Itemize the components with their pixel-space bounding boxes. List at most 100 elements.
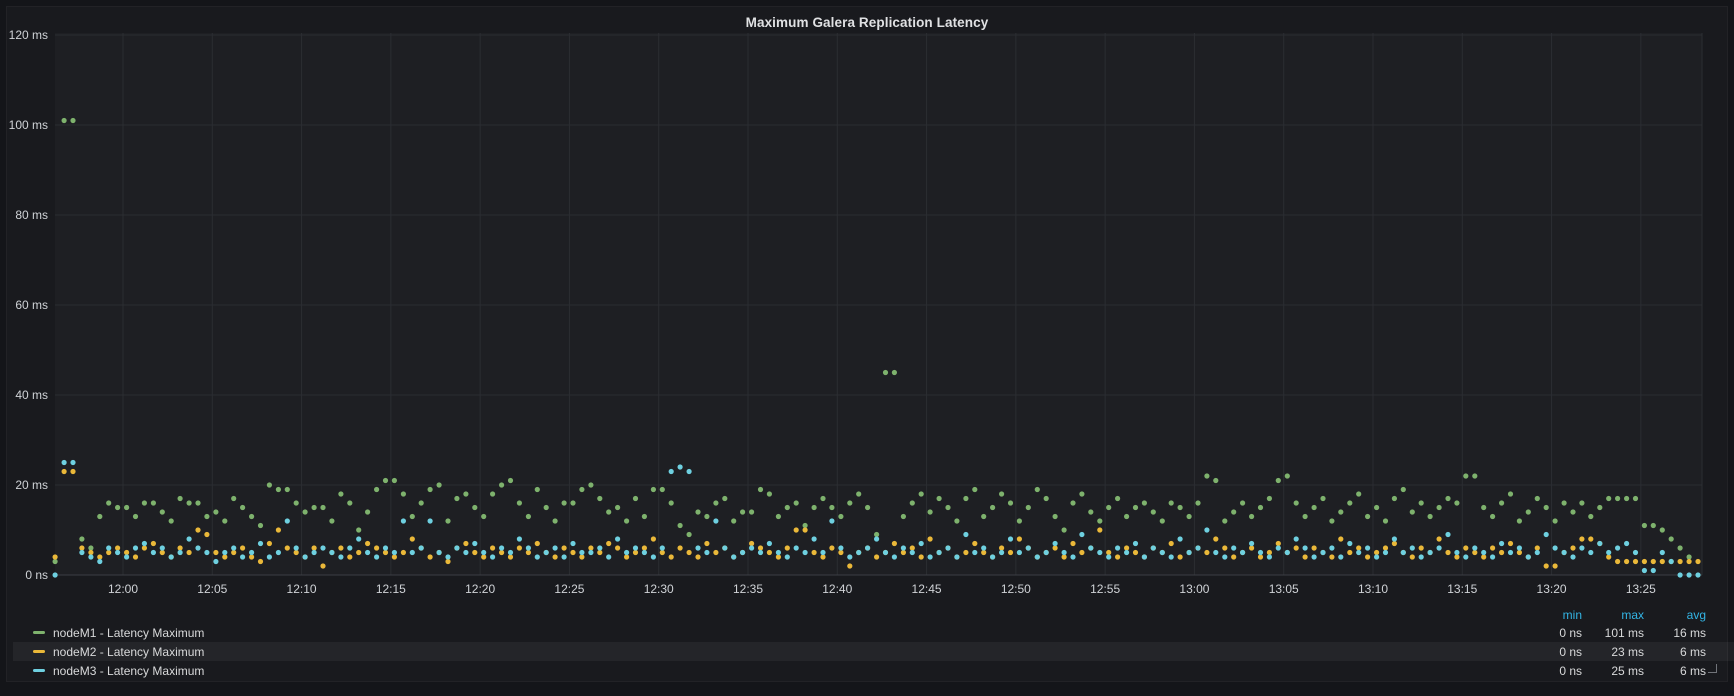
- legend-header-min[interactable]: min: [1562, 608, 1582, 622]
- x-tick-label: 13:10: [1358, 582, 1388, 596]
- legend-row-nodeM2[interactable]: nodeM2 - Latency Maximum 0 ns 23 ms 6 ms: [13, 642, 1734, 661]
- data-point-nodeM1: [766, 491, 773, 497]
- legend-header-max[interactable]: max: [1621, 608, 1644, 622]
- stat-max-nodeM3: 25 ms: [1611, 663, 1644, 678]
- data-point-nodeM3: [606, 554, 612, 560]
- data-point-nodeM3: [61, 459, 67, 466]
- data-point-nodeM3: [945, 545, 951, 551]
- data-point-nodeM2: [97, 554, 103, 560]
- data-point-nodeM1: [1356, 491, 1362, 497]
- data-point-nodeM1: [1249, 513, 1255, 520]
- data-point-nodeM3: [1016, 549, 1023, 556]
- data-point-nodeM2: [847, 563, 853, 569]
- data-point-nodeM2: [641, 545, 648, 551]
- x-tick-label: 12:55: [1090, 582, 1120, 596]
- data-point-nodeM1: [972, 486, 978, 493]
- data-point-nodeM3: [1115, 545, 1121, 551]
- legend-item-nodeM2[interactable]: nodeM2 - Latency Maximum: [33, 645, 1520, 659]
- data-point-nodeM3: [463, 549, 469, 556]
- data-point-nodeM2: [963, 549, 969, 556]
- data-point-nodeM1: [1070, 500, 1076, 506]
- data-point-nodeM3: [1400, 549, 1406, 556]
- data-point-nodeM3: [1034, 554, 1040, 560]
- data-point-nodeM3: [1365, 545, 1371, 551]
- data-point-nodeM2: [1007, 549, 1014, 556]
- data-point-nodeM3: [632, 545, 639, 551]
- data-point-nodeM3: [257, 540, 264, 547]
- series-label-nodeM3[interactable]: nodeM3 - Latency Maximum: [53, 663, 205, 678]
- data-point-nodeM1: [177, 495, 183, 502]
- data-point-nodeM1: [1097, 518, 1103, 524]
- data-point-nodeM1: [222, 518, 228, 524]
- data-point-nodeM3: [1132, 540, 1139, 547]
- data-point-nodeM3: [1186, 549, 1192, 556]
- data-point-nodeM3: [1481, 549, 1487, 556]
- data-point-nodeM3: [882, 549, 889, 556]
- panel-resize-handle[interactable]: [1708, 664, 1717, 673]
- data-point-nodeM3: [400, 518, 406, 524]
- series-label-nodeM2[interactable]: nodeM2 - Latency Maximum: [53, 644, 205, 659]
- legend-item-nodeM1[interactable]: nodeM1 - Latency Maximum: [33, 626, 1520, 640]
- data-point-nodeM1: [597, 495, 603, 502]
- data-point-nodeM1: [1231, 509, 1237, 515]
- data-point-nodeM3: [900, 545, 907, 551]
- data-point-nodeM1: [695, 509, 701, 515]
- data-point-nodeM1: [445, 518, 451, 524]
- series-label-nodeM1[interactable]: nodeM1 - Latency Maximum: [53, 625, 205, 640]
- data-point-nodeM1: [1436, 504, 1442, 511]
- data-point-nodeM1: [1124, 513, 1130, 520]
- data-point-nodeM3: [543, 549, 549, 556]
- x-tick-label: 13:15: [1447, 582, 1477, 596]
- data-point-nodeM2: [1534, 545, 1540, 551]
- data-point-nodeM1: [606, 509, 612, 515]
- data-point-nodeM3: [695, 545, 701, 551]
- data-point-nodeM2: [1016, 536, 1023, 542]
- data-point-nodeM2: [891, 540, 898, 547]
- data-point-nodeM3: [507, 549, 514, 556]
- data-point-nodeM1: [1204, 473, 1210, 479]
- data-point-nodeM2: [1365, 554, 1371, 560]
- data-point-nodeM2: [579, 554, 585, 560]
- data-point-nodeM3: [222, 549, 228, 556]
- data-point-nodeM1: [1391, 495, 1397, 502]
- data-point-nodeM1: [293, 500, 299, 506]
- legend-row-nodeM1[interactable]: nodeM1 - Latency Maximum 0 ns 101 ms 16 …: [13, 623, 1734, 642]
- data-point-nodeM1: [1052, 513, 1058, 520]
- x-tick-label: 13:25: [1626, 582, 1656, 596]
- data-point-nodeM1: [61, 117, 67, 124]
- data-point-nodeM1: [1132, 504, 1139, 511]
- legend-header-avg[interactable]: avg: [1686, 608, 1706, 622]
- data-point-nodeM1: [240, 504, 246, 511]
- data-point-nodeM2: [918, 554, 924, 560]
- legend-row-nodeM3[interactable]: nodeM3 - Latency Maximum 0 ns 25 ms 6 ms: [13, 661, 1734, 680]
- data-point-nodeM2: [1490, 545, 1496, 551]
- data-point-nodeM3: [999, 549, 1005, 556]
- data-point-nodeM1: [1025, 504, 1031, 511]
- data-point-nodeM2: [1115, 554, 1121, 560]
- data-point-nodeM2: [409, 536, 415, 542]
- data-point-nodeM3: [472, 540, 478, 547]
- data-point-nodeM1: [945, 504, 951, 511]
- data-point-nodeM1: [409, 513, 415, 520]
- data-point-nodeM1: [847, 500, 853, 506]
- data-point-nodeM2: [1463, 545, 1469, 551]
- data-point-nodeM2: [1079, 549, 1085, 556]
- data-point-nodeM2: [1132, 549, 1139, 556]
- data-point-nodeM2: [900, 549, 907, 556]
- data-point-nodeM3: [668, 468, 674, 475]
- data-point-nodeM3: [1088, 545, 1094, 551]
- stat-max-nodeM2: 23 ms: [1611, 644, 1644, 659]
- data-point-nodeM2: [1507, 540, 1514, 547]
- data-point-nodeM2: [124, 549, 130, 556]
- data-point-nodeM1: [257, 522, 264, 529]
- legend-item-nodeM3[interactable]: nodeM3 - Latency Maximum: [33, 664, 1520, 678]
- data-point-nodeM3: [1052, 540, 1058, 547]
- data-point-nodeM1: [1186, 513, 1192, 520]
- data-point-nodeM1: [472, 504, 478, 511]
- data-point-nodeM2: [1659, 558, 1665, 565]
- data-point-nodeM1: [1222, 518, 1228, 524]
- panel-title[interactable]: Maximum Galera Replication Latency: [745, 15, 989, 30]
- data-point-nodeM3: [159, 545, 165, 551]
- data-point-nodeM3: [70, 459, 76, 466]
